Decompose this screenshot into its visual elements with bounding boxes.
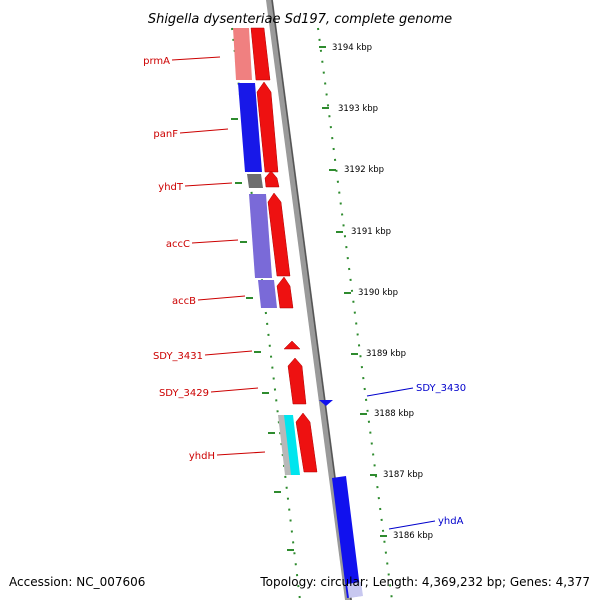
gene-arrow-prma — [250, 27, 271, 81]
outer-ruler-dashes — [319, 46, 387, 537]
gene-arrow-accc — [267, 192, 291, 277]
reverse-label-leaders — [171, 56, 266, 456]
cog-bar-panf — [238, 83, 262, 172]
kbp-label-3191: 3191 kbp — [351, 227, 391, 237]
cog-color-bars — [233, 28, 300, 475]
gene-label-accb: accB — [172, 296, 196, 307]
cog-bar-yhdh-cyan — [284, 415, 300, 475]
gene-label-sdy3429: SDY_3429 — [159, 388, 209, 399]
kbp-label-3194: 3194 kbp — [332, 43, 372, 53]
kbp-label-3188: 3188 kbp — [374, 409, 414, 419]
gene-arrow-panf — [256, 81, 279, 173]
gene-label-sdy3431: SDY_3431 — [153, 351, 203, 362]
kbp-label-3190: 3190 kbp — [358, 288, 398, 298]
reverse-gene-labels: prmA panF yhdT accC accB SDY_3431 SDY_34… — [143, 56, 215, 462]
gene-label-accc: accC — [166, 239, 190, 250]
forward-gene-labels: SDY_3430 yhdA — [416, 383, 466, 527]
kbp-label-3189: 3189 kbp — [366, 349, 406, 359]
reverse-strand-arrows — [250, 27, 318, 473]
gene-arrow-sdy3430 — [319, 400, 333, 406]
kbp-label-3193: 3193 kbp — [338, 104, 378, 114]
forward-label-leaders — [366, 387, 436, 530]
gene-arrow-sdy3431 — [283, 340, 301, 350]
gene-arrow-yhdh — [295, 412, 318, 473]
gene-label-sdy3430: SDY_3430 — [416, 383, 466, 394]
gene-bar-yhda — [332, 476, 361, 598]
gene-arrow-sdy3429 — [287, 357, 307, 405]
forward-strand-genes — [319, 400, 363, 598]
kbp-label-3192: 3192 kbp — [344, 165, 384, 175]
gene-arrow-yhdt — [264, 170, 280, 188]
cog-bar-yhdt — [247, 174, 263, 188]
gene-label-yhdh: yhdH — [189, 451, 215, 462]
kbp-label-3187: 3187 kbp — [383, 470, 423, 480]
kbp-label-3186: 3186 kbp — [393, 531, 433, 541]
accession-text: Accession: NC_007606 — [9, 575, 145, 589]
gene-label-yhdt: yhdT — [158, 182, 184, 193]
gene-arrow-accb — [276, 276, 294, 309]
kbp-labels: 3194 kbp 3193 kbp 3192 kbp 3191 kbp 3190… — [332, 43, 433, 541]
cog-bar-prma — [233, 28, 252, 80]
cog-bar-accc — [249, 194, 272, 278]
gene-label-prma: prmA — [143, 56, 170, 67]
cog-bar-accb — [258, 280, 277, 308]
gene-bar-yhda-tail — [347, 582, 363, 598]
genome-summary-text: Topology: circular; Length: 4,369,232 bp… — [259, 575, 590, 589]
gene-label-panf: panF — [153, 129, 178, 140]
map-title: Shigella dysenteriae Sd197, complete gen… — [148, 12, 452, 27]
gene-label-yhda: yhdA — [438, 516, 464, 527]
